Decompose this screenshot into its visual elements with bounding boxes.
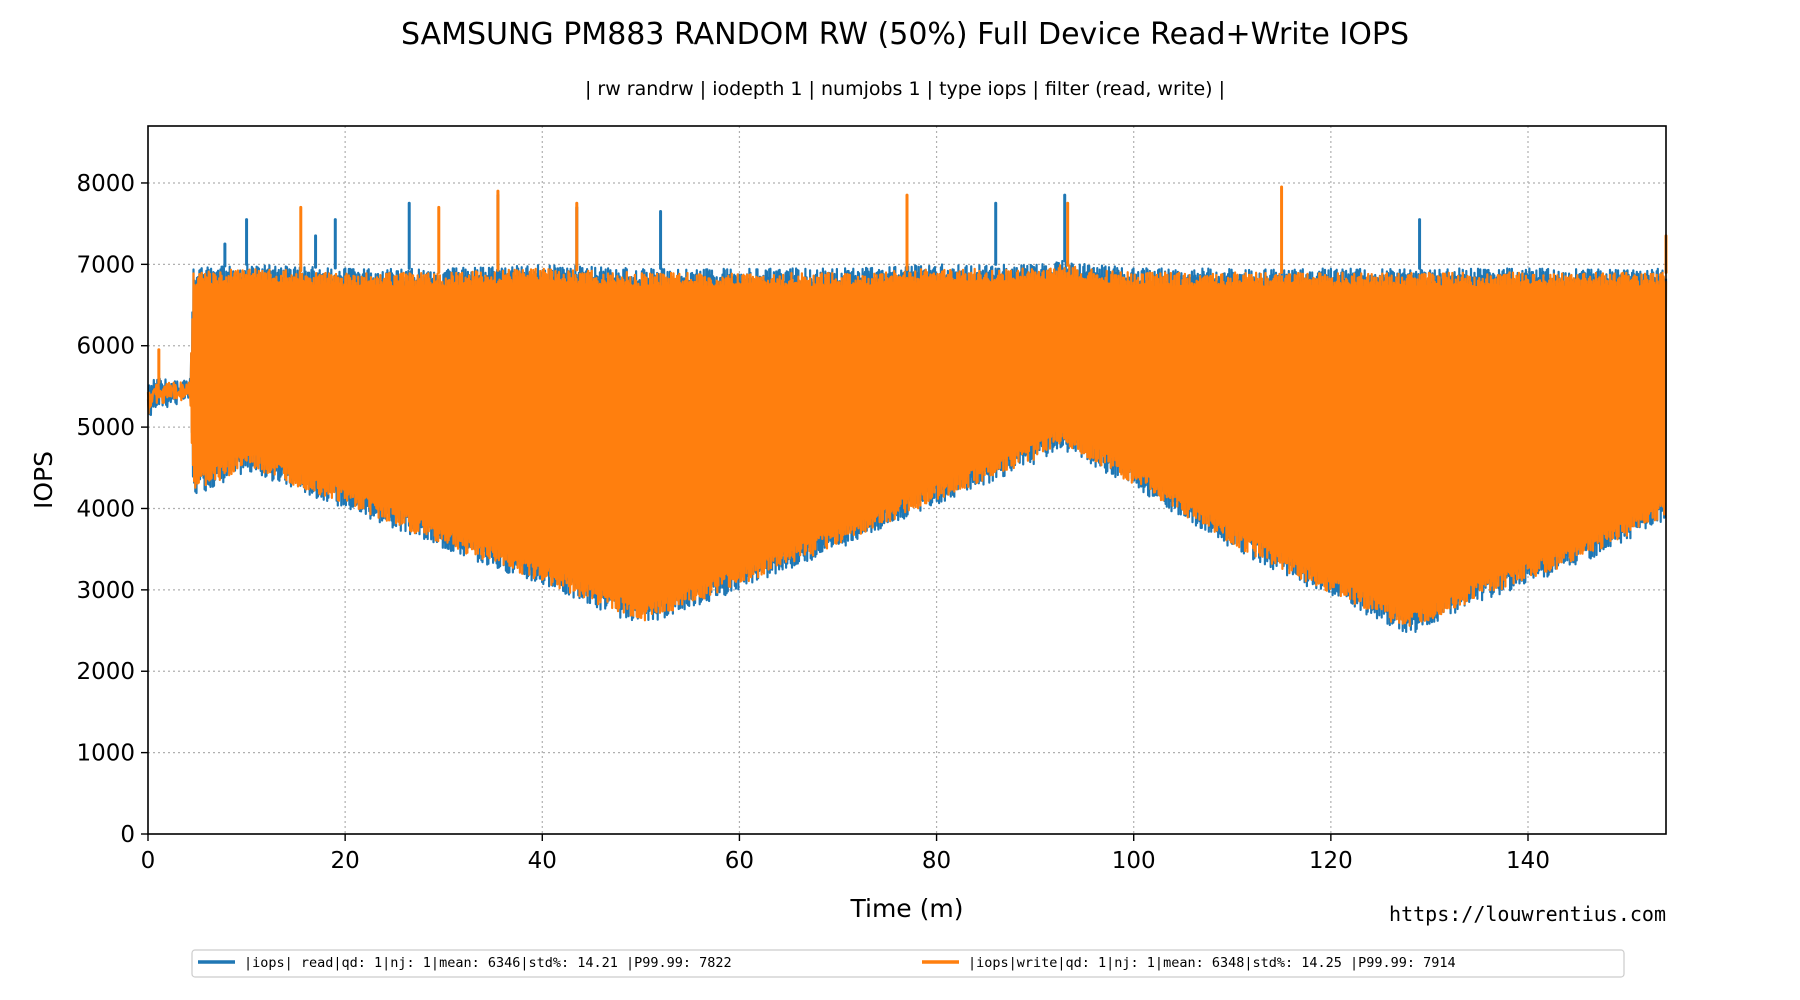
legend-label-write: |iops|write|qd: 1|nj: 1|mean: 6348|std%:… <box>968 955 1456 971</box>
legend-label-read: |iops| read|qd: 1|nj: 1|mean: 6346|std%:… <box>244 955 732 971</box>
y-tick-label: 1000 <box>76 741 135 767</box>
x-tick-label: 80 <box>922 848 951 874</box>
x-tick-label: 40 <box>528 848 557 874</box>
series-line-1 <box>146 264 1668 627</box>
x-tick-label: 20 <box>331 848 360 874</box>
y-tick-label: 2000 <box>76 659 135 685</box>
x-tick-label: 100 <box>1112 848 1156 874</box>
x-tick-label: 140 <box>1506 848 1550 874</box>
legend-box <box>191 949 1625 978</box>
y-tick-label: 3000 <box>76 578 135 604</box>
watermark-url: https://louwrentius.com <box>1389 902 1666 926</box>
y-tick-label: 8000 <box>76 171 135 197</box>
y-tick-label: 7000 <box>76 252 135 278</box>
axis-ticks: 0 20 40 60 80 100 120 140 0 1000 2000 3000 4000 5000 6… <box>76 171 1550 874</box>
plot-frame <box>147 125 1667 835</box>
series-layer <box>146 185 1668 633</box>
x-tick-label: 120 <box>1309 848 1353 874</box>
series-1 <box>146 185 1668 627</box>
chart-subtitle: | rw randrw | iodepth 1 | numjobs 1 | ty… <box>585 78 1225 100</box>
x-tick-label: 0 <box>141 848 156 874</box>
y-tick-label: 5000 <box>76 415 135 441</box>
legend: |iops| read|qd: 1|nj: 1|mean: 6346|std%:… <box>191 949 1625 978</box>
y-tick-label: 6000 <box>76 334 135 360</box>
chart-title: SAMSUNG PM883 RANDOM RW (50%) Full Devic… <box>401 17 1409 52</box>
x-axis-label: Time (m) <box>850 894 964 923</box>
y-tick-label: 0 <box>120 822 135 848</box>
y-axis-label: IOPS <box>29 451 58 509</box>
x-tick-label: 60 <box>725 848 754 874</box>
y-tick-label: 4000 <box>76 496 135 522</box>
